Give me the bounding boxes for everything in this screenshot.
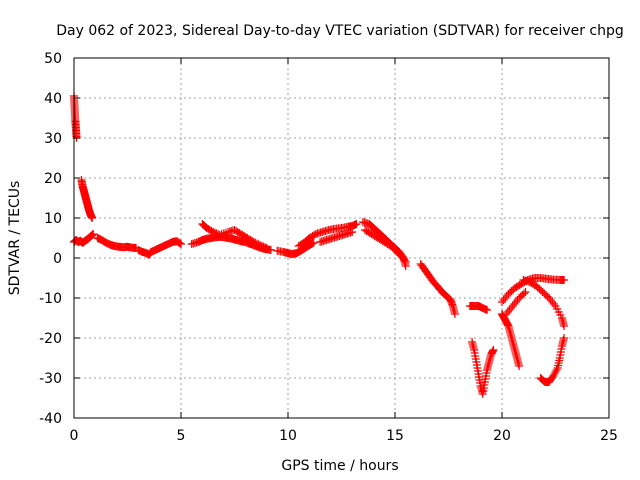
plot-frame (73, 57, 610, 419)
data-point (519, 289, 528, 298)
data-point (521, 288, 530, 296)
y-tick-label: -40 (39, 411, 62, 427)
y-tick-label: 40 (44, 91, 62, 107)
x-tick-label: 25 (600, 428, 618, 444)
series-dip-18.5-19.5 (468, 338, 498, 398)
data-point (401, 258, 410, 266)
series-band-3-5 (134, 237, 185, 259)
x-axis-label: GPS time / hours (281, 458, 398, 474)
x-tick-label: 20 (493, 428, 511, 444)
series-drop-early (77, 176, 97, 222)
x-tick-label: 15 (386, 428, 404, 444)
data-point (489, 346, 498, 354)
y-tick-label: -20 (39, 331, 62, 347)
chart-title: Day 062 of 2023, Sidereal Day-to-day VTE… (56, 23, 624, 39)
data-point (560, 334, 569, 342)
series-dip-20-20.9 (498, 310, 524, 370)
y-tick-label: 0 (53, 251, 62, 267)
data-point (348, 228, 357, 236)
series-rise-20-22.5 (498, 274, 569, 306)
data-points (70, 92, 569, 398)
data-point (262, 244, 271, 252)
axis-ticks: 0 5 10 15 20 25 -40 -30 -20 -10 0 10 20 30 40 50 (39, 51, 618, 444)
data-point (450, 310, 459, 318)
data-point (515, 362, 524, 370)
data-point (552, 366, 561, 374)
series-band-11-13-lower (316, 228, 357, 246)
y-tick-label: -30 (39, 371, 62, 387)
series-rise-20.2-21.2 (502, 288, 530, 318)
x-tick-label: 0 (70, 428, 79, 444)
x-tick-label: 5 (177, 428, 186, 444)
data-point (177, 240, 185, 248)
data-point (483, 306, 492, 314)
y-tick-label: 50 (44, 51, 62, 67)
data-point (560, 276, 569, 284)
data-point (400, 256, 409, 265)
series-trough-21.8-22.9 (536, 334, 569, 386)
data-point (352, 220, 361, 228)
data-point (175, 239, 184, 248)
y-tick-label: 20 (44, 171, 62, 187)
y-axis-label: SDTVAR / TECUs (7, 181, 23, 296)
series-band-1-3 (93, 234, 141, 252)
data-point (266, 246, 275, 254)
series-band-16-17.8 (416, 260, 459, 318)
series-spike-early (70, 92, 81, 142)
series-band-11-13 (294, 220, 361, 250)
data-point (560, 322, 569, 330)
series-descend-21-22.9 (519, 276, 569, 330)
series-flat-18.5-19.5 (465, 302, 492, 314)
x-tick-label: 10 (279, 428, 297, 444)
data-point (88, 214, 97, 222)
data-point (89, 230, 98, 238)
data-point (309, 238, 318, 247)
series-band-6-9-upper (198, 220, 271, 252)
y-tick-label: 10 (44, 211, 62, 227)
series-band-9-11 (273, 238, 318, 258)
y-tick-label: -10 (39, 291, 62, 307)
series-band-13.5-15.5-lower (361, 226, 410, 266)
series-baseline-0-1 (70, 230, 98, 247)
y-tick-label: 30 (44, 131, 62, 147)
data-point (549, 300, 558, 308)
data-point (260, 243, 269, 252)
